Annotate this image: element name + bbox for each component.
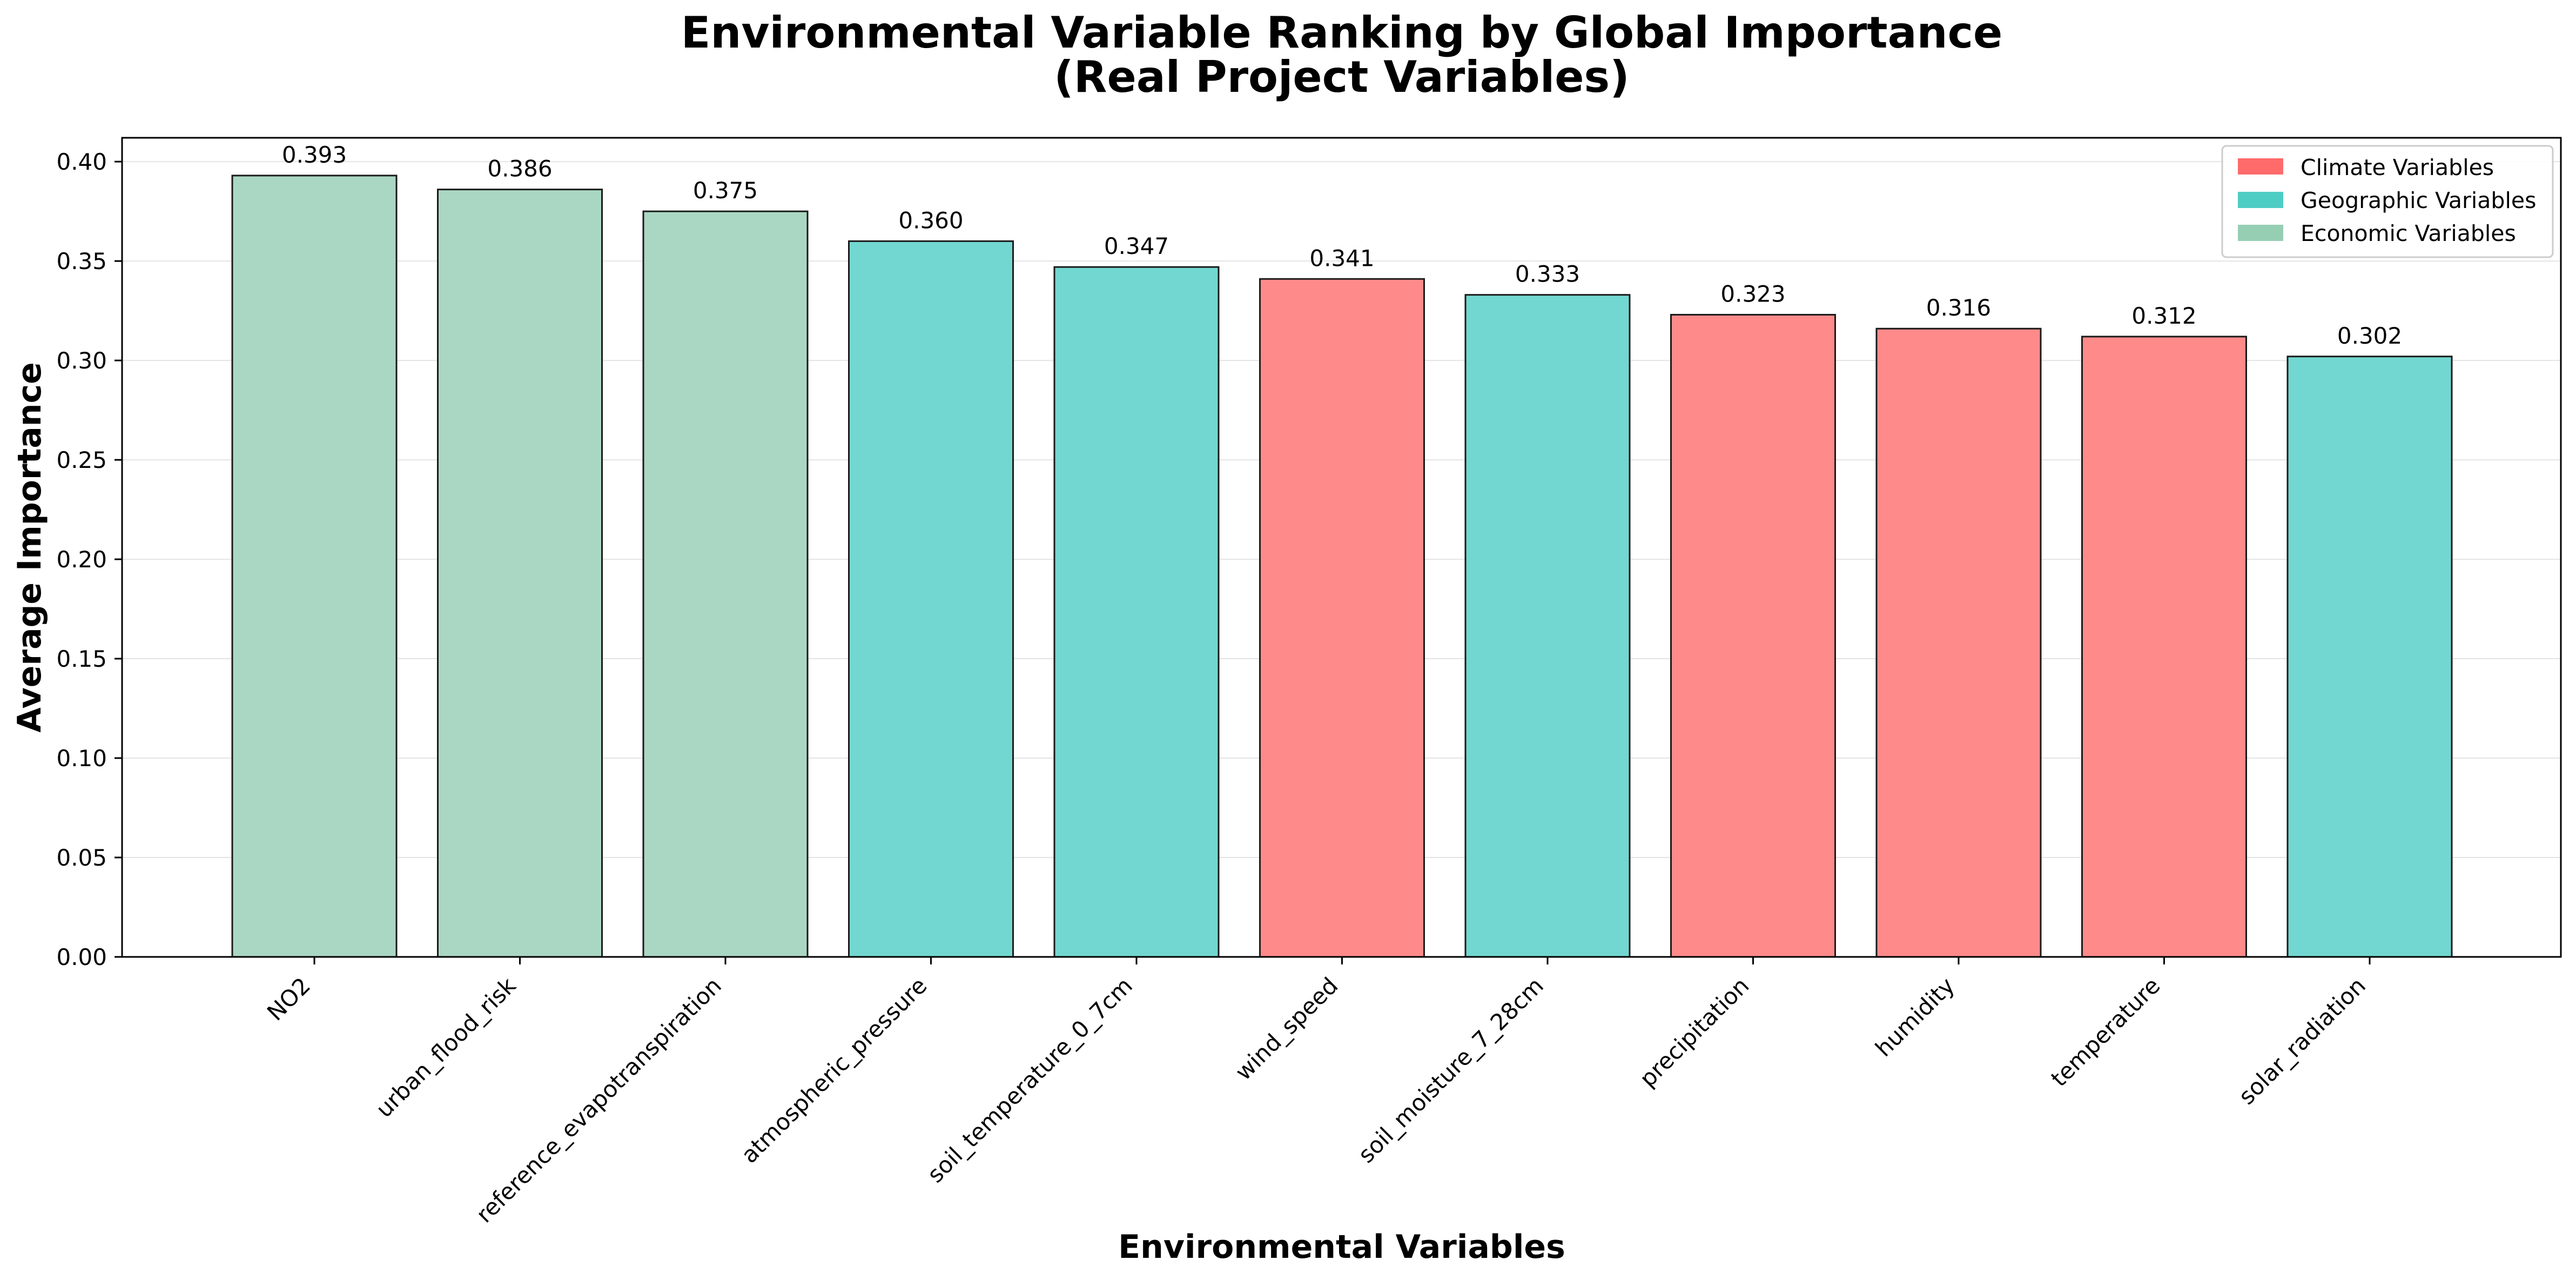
y-tick-label: 0.40: [56, 149, 107, 175]
x-axis-label: Environmental Variables: [1118, 1228, 1565, 1266]
y-tick-label: 0.20: [56, 546, 107, 573]
bar-NO2: [231, 175, 398, 958]
legend-label-geographic: Geographic Variables: [2301, 187, 2536, 213]
bar-soil_moisture_7_28cm: [1464, 294, 1631, 958]
value-label: 0.360: [898, 207, 963, 233]
bar-temperature: [2081, 336, 2247, 958]
value-labels: 0.393 0.386 0.375 0.360 0.347 0.341 0.333 0.323…: [282, 142, 2402, 349]
value-label: 0.375: [693, 177, 758, 204]
bar-soil_temperature_0_7cm: [1053, 266, 1220, 958]
bars: [231, 175, 2453, 958]
value-label: 0.312: [2131, 303, 2196, 329]
y-tick-label: 0.35: [56, 248, 107, 274]
value-label: 0.323: [1720, 280, 1785, 307]
y-tick-label: 0.10: [56, 745, 107, 772]
bar-precipitation: [1670, 313, 1836, 958]
plot-frame: [121, 137, 2562, 958]
y-tick-label: 0.25: [56, 447, 107, 473]
y-tick-label: 0.30: [56, 347, 107, 374]
value-label: 0.386: [487, 156, 552, 182]
bar-urban_flood_risk: [437, 189, 603, 958]
legend-box: [2221, 145, 2554, 258]
y-axis-ticks: 0.00 0.05 0.10 0.15 0.20 0.25 0.30 0.35 0.40: [56, 149, 122, 970]
value-label: 0.347: [1104, 233, 1169, 259]
bar-atmospheric_pressure: [848, 240, 1014, 958]
y-axis-label: Average Importance: [11, 362, 49, 732]
value-label: 0.302: [2337, 323, 2402, 349]
value-label: 0.316: [1926, 294, 1991, 321]
bar-wind_speed: [1259, 278, 1425, 958]
bar-humidity: [1875, 327, 2042, 958]
legend-label-climate: Climate Variables: [2301, 155, 2494, 180]
legend-label-economic: Economic Variables: [2301, 220, 2516, 246]
legend: Climate Variables Geographic Variables E…: [2221, 145, 2554, 258]
legend-swatch-economic: [2238, 225, 2283, 241]
chart-title-line1: Environmental Variable Ranking by Global…: [681, 8, 2003, 58]
legend-swatch-climate: [2238, 158, 2283, 175]
bar-reference_evapotranspiration: [642, 210, 809, 958]
chart-title-line2: (Real Project Variables): [1054, 52, 1629, 102]
value-label: 0.341: [1309, 245, 1374, 271]
y-tick-label: 0.00: [56, 944, 107, 970]
value-label: 0.393: [282, 142, 347, 168]
legend-swatch-geographic: [2238, 192, 2283, 208]
y-tick-label: 0.15: [56, 646, 107, 672]
y-tick-label: 0.05: [56, 845, 107, 871]
bar-solar_radiation: [2286, 356, 2453, 958]
value-label: 0.333: [1515, 261, 1580, 287]
